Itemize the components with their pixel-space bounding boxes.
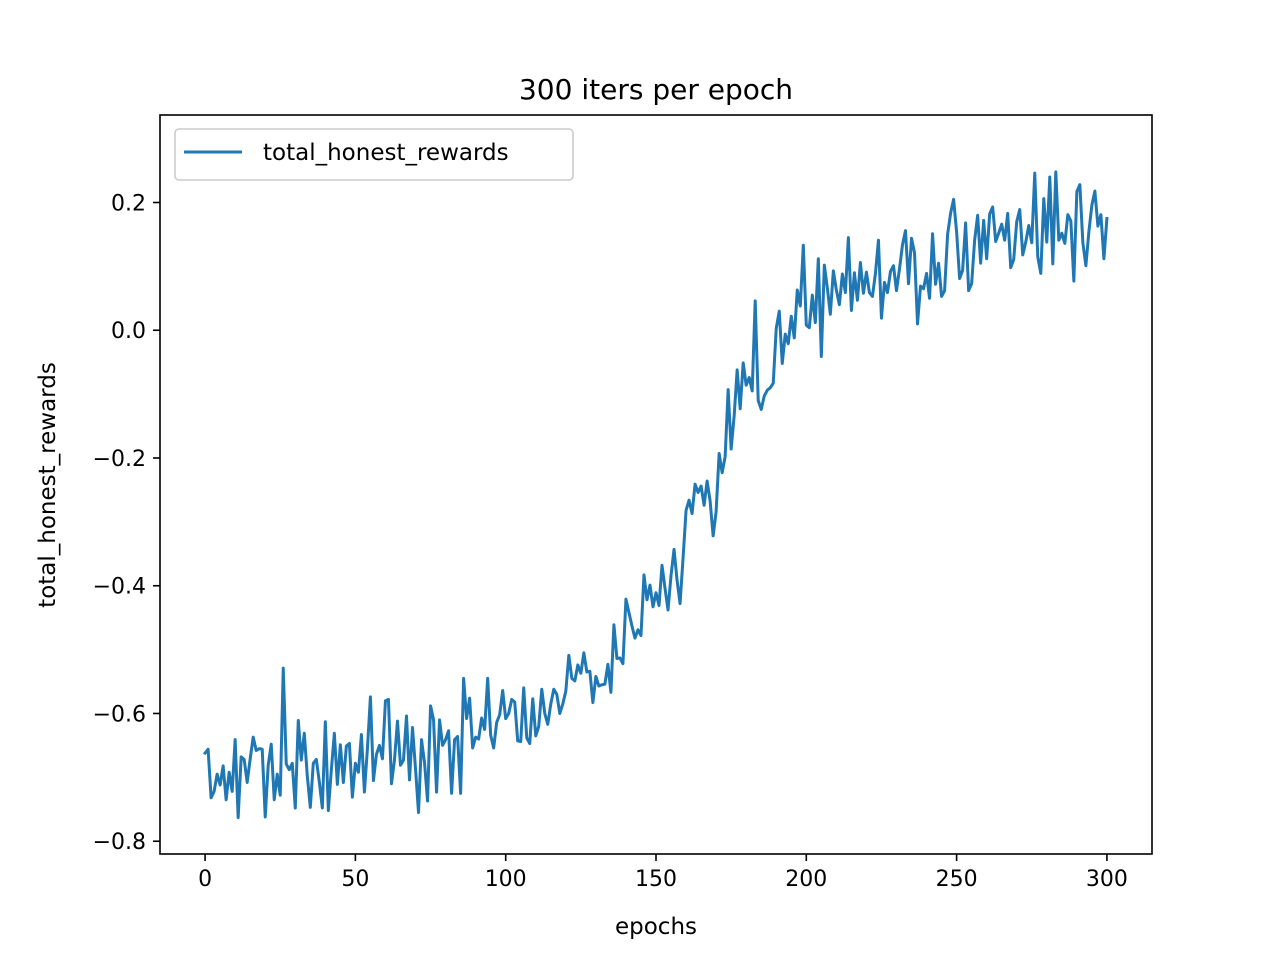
x-tick-label: 200 [785,867,827,892]
legend-box [174,128,574,181]
y-tick-label: −0.2 [93,447,146,472]
y-tick-label: −0.4 [93,575,146,600]
y-tick-label: 0.2 [111,192,146,217]
plot-area [202,170,1109,820]
chart-title: 300 iters per epoch [519,73,793,106]
series-line-0 [202,170,1109,820]
y-axis-label: total_honest_rewards [35,362,61,608]
x-tick-label: 0 [198,867,212,892]
y-tick-label: 0.0 [111,319,146,344]
legend: total_honest_rewards [174,128,574,181]
y-tick-label: −0.6 [93,702,146,727]
x-tick-label: 50 [341,867,369,892]
x-axis-label: epochs [615,914,697,940]
x-tick-label: 100 [485,867,527,892]
x-tick-label: 250 [936,867,978,892]
axis-ticks: 0 50 100 150 200 250 300 −0.8 −0.6 −0.4 −0.2 0.0 0.2 [93,192,1128,892]
x-tick-label: 300 [1086,867,1128,892]
legend-label: total_honest_rewards [263,140,509,166]
x-tick-label: 150 [635,867,677,892]
y-tick-label: −0.8 [93,830,146,855]
